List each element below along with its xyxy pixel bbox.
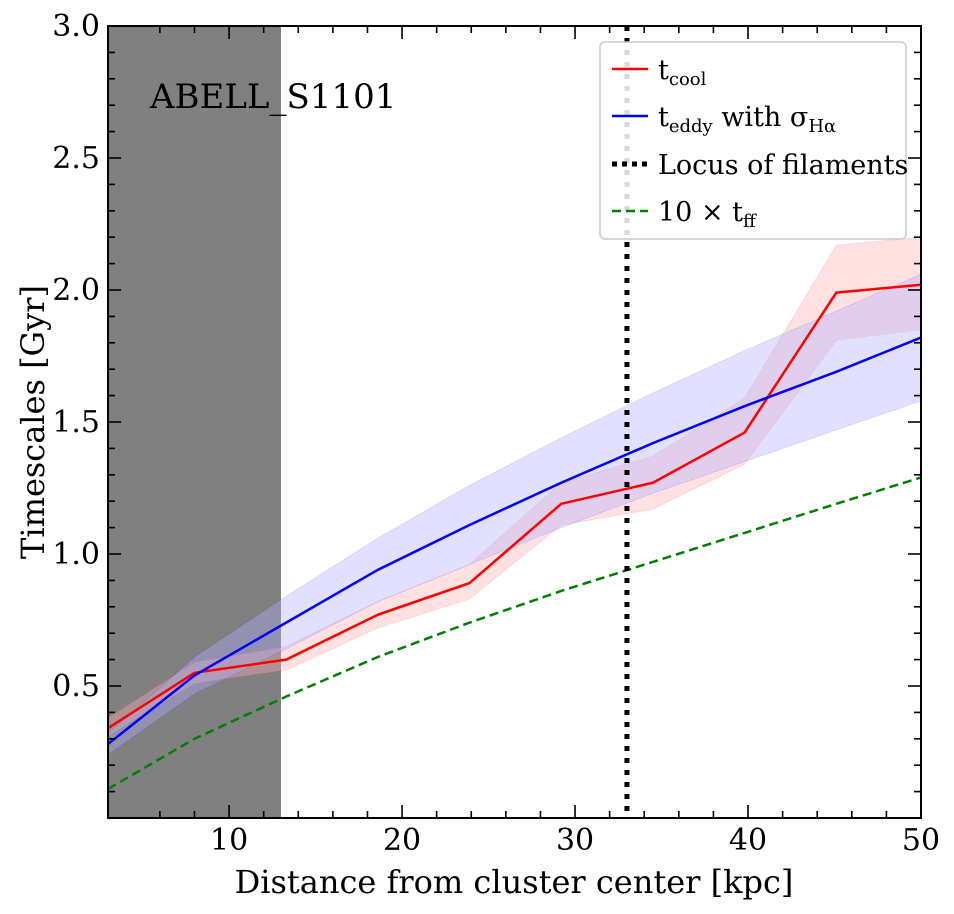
legend-tcool-sub: cool (669, 69, 707, 90)
y-tick-label: 0.5 (52, 669, 100, 704)
legend-label-teddy: teddy with σHα (658, 102, 836, 137)
x-tick-label: 20 (383, 823, 421, 858)
series-line-1 (108, 336, 921, 746)
series-line-3 (108, 476, 921, 791)
x-tick-label: 10 (210, 823, 248, 858)
legend-teddy-main: t (658, 102, 669, 133)
y-tick-label: 3.0 (52, 9, 100, 44)
legend-teddy-sub: eddy (669, 116, 714, 137)
legend-label-tff: 10 × tff (658, 197, 757, 232)
band-0 (108, 236, 921, 737)
y-tick-label: 1.5 (52, 405, 100, 440)
excluded-region (108, 26, 281, 818)
legend-label-locus: Locus of filaments (658, 150, 908, 181)
legend-tff-sub: ff (743, 211, 757, 232)
y-tick-label: 2.5 (52, 141, 100, 176)
y-axis-title: Timescales [Gyr] (14, 285, 52, 559)
cluster-annotation: ABELL_S1101 (149, 77, 396, 117)
legend-teddy-sub2: Hα (808, 116, 836, 137)
x-tick-label: 40 (729, 823, 767, 858)
legend-tff-main: 10 × t (658, 197, 743, 228)
axis-ticks (108, 25, 922, 818)
x-tick-label: 30 (556, 823, 594, 858)
y-tick-label: 1.0 (52, 537, 100, 572)
legend-teddy-rest: with σ (713, 102, 809, 133)
y-tick-label: 2.0 (52, 273, 100, 308)
x-axis-title: Distance from cluster center [kpc] (235, 863, 794, 901)
series-line-0 (108, 283, 921, 730)
tick-labels: 10 20 30 40 50 0.5 1.0 1.5 2.0 2.5 3.0 (52, 9, 940, 858)
legend-box (599, 41, 907, 240)
legend-tcool-main: t (658, 55, 669, 86)
uncertainty-bands (108, 236, 921, 756)
x-tick-label: 50 (902, 823, 940, 858)
band-1 (108, 273, 921, 756)
legend-label-tcool: tcool (658, 55, 707, 90)
series-lines (108, 283, 921, 791)
legend: tcool teddy with σHα Locus of filaments … (599, 41, 908, 240)
